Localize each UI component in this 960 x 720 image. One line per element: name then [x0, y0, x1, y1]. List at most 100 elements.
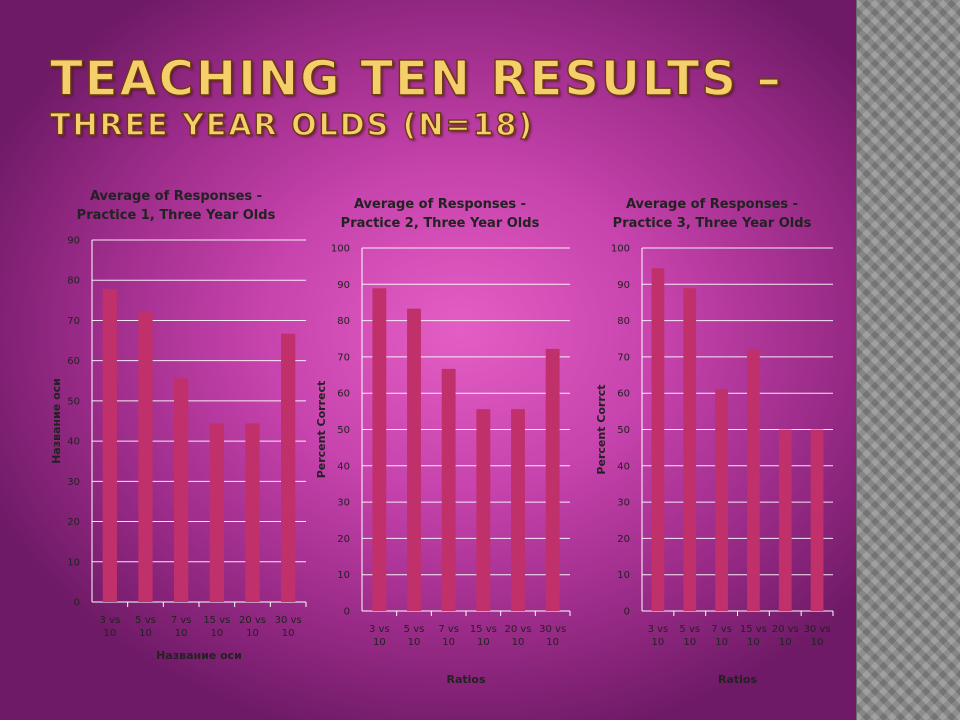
slide-title: Teaching Ten Results –	[49, 50, 783, 107]
y-tick-label: 30	[617, 498, 630, 509]
x-tick-label: 15 vs	[470, 624, 497, 635]
y-tick-label: 0	[624, 607, 630, 618]
y-tick-label: 100	[331, 244, 350, 255]
y-tick-label: 10	[67, 557, 80, 568]
y-tick-label: 30	[337, 498, 350, 509]
x-tick-label: 10	[715, 637, 728, 648]
y-tick-label: 70	[617, 352, 630, 363]
bar	[683, 288, 697, 611]
x-tick-label: 7 vs	[438, 624, 459, 635]
x-tick-label: 5 vs	[135, 615, 156, 626]
chart-title: Practice 1, Three Year Olds	[77, 208, 276, 223]
x-tick-label: 10	[747, 637, 760, 648]
x-tick-label: 10	[373, 637, 386, 648]
x-tick-label: 10	[103, 628, 116, 639]
chart-title: Practice 2, Three Year Olds	[341, 216, 540, 231]
x-tick-label: 10	[779, 637, 792, 648]
y-tick-label: 50	[337, 425, 350, 436]
y-axis-title: Название оси	[50, 378, 63, 464]
bar	[407, 308, 421, 611]
bar	[747, 348, 760, 611]
y-tick-label: 50	[617, 425, 630, 436]
y-tick-label: 80	[67, 276, 80, 287]
x-tick-label: 5 vs	[404, 624, 425, 635]
bar	[441, 368, 456, 611]
x-tick-label: 3 vs	[369, 624, 390, 635]
y-tick-label: 10	[617, 570, 630, 581]
chart-title: Average of Responses -	[626, 197, 798, 212]
x-tick-label: 10	[442, 637, 455, 648]
x-tick-label: 5 vs	[679, 624, 700, 635]
chart-2: Average of Responses - Practice 2, Three …	[315, 197, 571, 686]
x-tick-label: 3 vs	[648, 624, 669, 635]
x-tick-label: 10	[512, 637, 525, 648]
x-tick-label: 30 vs	[539, 624, 566, 635]
y-tick-label: 80	[617, 316, 630, 327]
y-tick-label: 0	[74, 598, 80, 609]
bar	[778, 429, 792, 611]
y-tick-label: 90	[67, 236, 80, 247]
bar	[209, 423, 224, 602]
y-tick-label: 40	[67, 437, 80, 448]
x-tick-label: 20 vs	[772, 624, 799, 635]
y-tick-label: 50	[67, 396, 80, 407]
bar	[651, 268, 665, 611]
bar	[715, 389, 728, 611]
y-tick-label: 20	[337, 534, 350, 545]
y-tick-label: 10	[337, 570, 350, 581]
bar	[372, 288, 387, 611]
x-tick-label: 30 vs	[275, 615, 302, 626]
x-tick-label: 10	[477, 637, 490, 648]
bar	[245, 423, 260, 602]
y-tick-label: 60	[67, 356, 80, 367]
y-axis-title: Percent Correct	[315, 381, 328, 479]
y-tick-label: 30	[67, 477, 80, 488]
x-tick-label: 10	[811, 637, 824, 648]
chart-1: Average of Responses - Practice 1, Three …	[50, 189, 307, 662]
x-axis-title: Ratios	[446, 673, 485, 686]
bar	[545, 348, 560, 611]
x-tick-label: 10	[652, 637, 665, 648]
x-tick-label: 10	[546, 637, 559, 648]
y-tick-label: 70	[337, 352, 350, 363]
y-tick-label: 70	[67, 316, 80, 327]
y-tick-label: 20	[67, 517, 80, 528]
decorative-side-strip	[856, 0, 960, 720]
y-tick-label: 90	[337, 280, 350, 291]
bar	[476, 409, 491, 611]
x-tick-label: 7 vs	[711, 624, 732, 635]
y-axis-title: Percent Corrct	[595, 384, 608, 474]
x-tick-label: 7 vs	[171, 615, 192, 626]
chart-3: Average of Responses - Practice 3, Three …	[595, 197, 834, 686]
x-tick-label: 3 vs	[99, 615, 120, 626]
y-tick-label: 90	[617, 280, 630, 291]
slide-subtitle: Three Year Olds (N=18)	[49, 107, 535, 143]
chart-title: Practice 3, Three Year Olds	[613, 216, 812, 231]
x-tick-label: 10	[139, 628, 152, 639]
x-axis-title: Название оси	[156, 649, 242, 662]
chart-title: Average of Responses -	[90, 189, 262, 204]
bar	[810, 429, 824, 611]
y-tick-label: 60	[617, 389, 630, 400]
bar	[281, 333, 296, 602]
bar	[138, 311, 153, 602]
x-tick-label: 20 vs	[504, 624, 531, 635]
bar	[102, 289, 117, 602]
x-tick-label: 10	[175, 628, 188, 639]
x-tick-label: 30 vs	[804, 624, 831, 635]
x-tick-label: 10	[210, 628, 223, 639]
y-tick-label: 0	[344, 607, 350, 618]
bar	[174, 378, 189, 602]
bar	[511, 409, 525, 611]
y-tick-label: 40	[617, 461, 630, 472]
y-tick-label: 100	[611, 244, 630, 255]
x-tick-label: 15 vs	[740, 624, 767, 635]
x-axis-title: Ratios	[718, 673, 757, 686]
y-tick-label: 80	[337, 316, 350, 327]
x-tick-label: 10	[282, 628, 295, 639]
x-tick-label: 10	[246, 628, 259, 639]
y-tick-label: 60	[337, 389, 350, 400]
y-tick-label: 40	[337, 461, 350, 472]
x-tick-label: 20 vs	[239, 615, 266, 626]
